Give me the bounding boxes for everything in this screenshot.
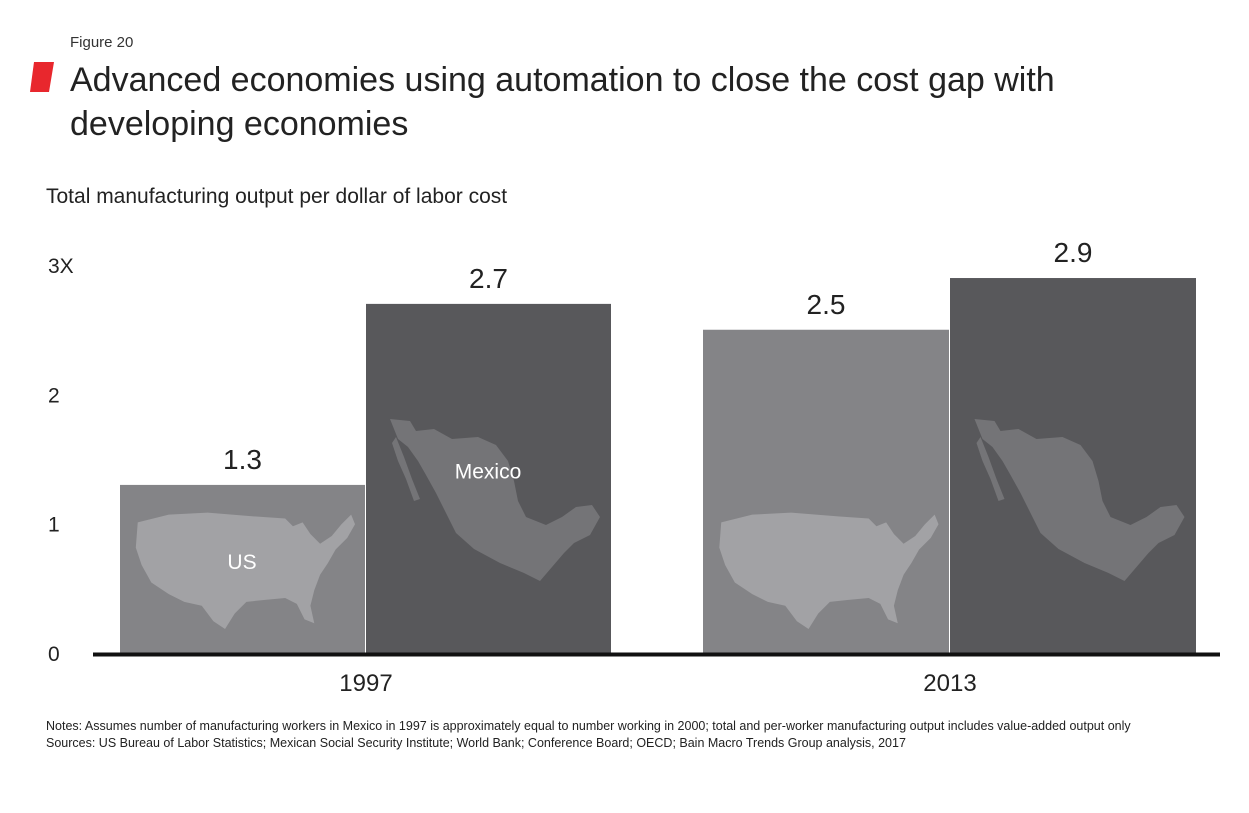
us-map-icon — [135, 512, 356, 630]
data-label-us-1997: 1.3 — [223, 444, 262, 475]
chart-title: Advanced economies using automation to c… — [70, 61, 1055, 143]
us-map-icon — [719, 512, 939, 630]
mexico-map-icon — [390, 419, 600, 581]
notes-text: Notes: Assumes number of manufacturing w… — [46, 719, 1131, 733]
x-tick-label-1997: 1997 — [339, 670, 392, 697]
y-tick-label-0: 0 — [48, 643, 60, 666]
accent-marker — [30, 62, 54, 92]
y-tick-label-1: 1 — [48, 514, 60, 537]
bar-chart: US 1.3 Mexico 2.7 1997 2.5 2.9 2013 0 1 2 3X — [48, 237, 1220, 697]
mexico-map-icon — [974, 419, 1185, 581]
chart-subtitle: Total manufacturing output per dollar of… — [46, 185, 508, 208]
notes-block: Notes: Assumes number of manufacturing w… — [46, 718, 1216, 752]
figure-label: Figure 20 — [70, 34, 134, 51]
y-tick-label-3: 3X — [48, 255, 74, 278]
y-tick-label-2: 2 — [48, 384, 60, 407]
data-label-us-2013: 2.5 — [807, 289, 846, 320]
series-label-mexico: Mexico — [455, 460, 522, 483]
data-label-mexico-2013: 2.9 — [1054, 237, 1093, 268]
x-tick-label-2013: 2013 — [923, 670, 976, 697]
sources-text: Sources: US Bureau of Labor Statistics; … — [46, 736, 906, 750]
data-label-mexico-1997: 2.7 — [469, 263, 508, 294]
series-label-us: US — [227, 551, 256, 574]
